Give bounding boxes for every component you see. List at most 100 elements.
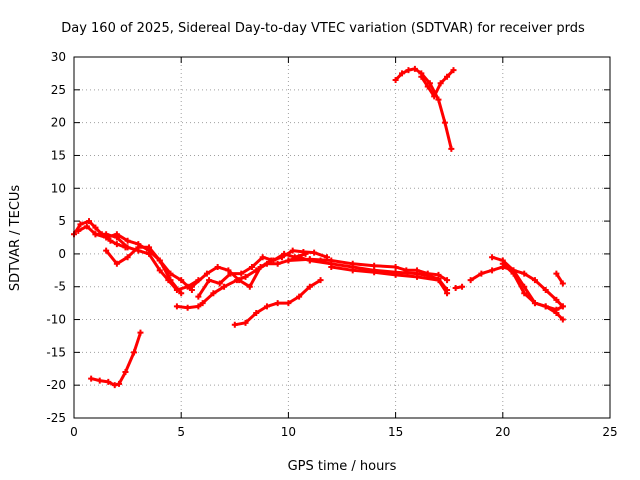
data-point-marker xyxy=(124,237,131,244)
series-s5 xyxy=(88,329,144,389)
data-point-marker xyxy=(203,270,210,277)
y-tick-label: -5 xyxy=(54,280,66,294)
data-point-marker xyxy=(122,369,129,376)
data-point-marker xyxy=(199,300,206,307)
data-point-marker xyxy=(317,277,324,284)
data-point-marker xyxy=(431,93,438,100)
data-point-marker xyxy=(263,303,270,310)
data-point-marker xyxy=(392,271,399,278)
data-point-marker xyxy=(210,290,217,297)
data-point-marker xyxy=(559,280,566,287)
x-tick-label: 25 xyxy=(602,425,617,439)
data-point-marker xyxy=(242,319,249,326)
data-point-marker xyxy=(278,254,285,261)
data-point-marker xyxy=(296,293,303,300)
data-point-marker xyxy=(553,309,560,316)
series-s13 xyxy=(392,65,455,152)
data-point-marker xyxy=(452,285,459,292)
data-point-marker xyxy=(216,280,223,287)
data-point-marker xyxy=(467,277,474,284)
data-point-marker xyxy=(444,277,451,284)
data-point-marker xyxy=(92,224,99,231)
series-line xyxy=(501,262,565,321)
data-point-marker xyxy=(178,277,185,284)
data-point-marker xyxy=(450,67,457,74)
data-point-marker xyxy=(306,257,313,264)
y-tick-label: -25 xyxy=(46,411,66,425)
data-point-marker xyxy=(424,83,431,90)
x-tick-label: 20 xyxy=(495,425,510,439)
data-point-marker xyxy=(444,290,451,297)
y-tick-label: 5 xyxy=(58,214,66,228)
data-point-marker xyxy=(116,380,123,387)
data-point-marker xyxy=(135,244,142,251)
data-point-marker xyxy=(88,375,95,382)
data-point-marker xyxy=(184,304,191,311)
chart-title: Day 160 of 2025, Sidereal Day-to-day VTE… xyxy=(61,21,585,36)
data-point-marker xyxy=(124,254,131,261)
data-point-marker xyxy=(137,329,144,336)
series-s19 xyxy=(553,270,566,287)
data-point-marker xyxy=(285,257,292,264)
data-point-marker xyxy=(156,257,163,264)
data-point-marker xyxy=(531,300,538,307)
y-tick-label: -15 xyxy=(46,345,66,359)
data-point-marker xyxy=(435,96,442,103)
data-point-marker xyxy=(459,283,466,290)
data-point-marker xyxy=(418,73,425,80)
data-point-marker xyxy=(435,277,442,284)
y-tick-label: -20 xyxy=(46,378,66,392)
data-point-marker xyxy=(311,249,318,256)
data-point-marker xyxy=(392,76,399,83)
data-point-marker xyxy=(489,267,496,274)
data-point-marker xyxy=(437,80,444,87)
series-line xyxy=(554,272,565,285)
data-point-marker xyxy=(542,287,549,294)
data-point-marker xyxy=(167,277,174,284)
data-point-marker xyxy=(206,277,213,284)
data-point-marker xyxy=(103,234,110,241)
data-point-marker xyxy=(259,254,266,261)
data-point-marker xyxy=(113,260,120,267)
data-point-marker xyxy=(489,254,496,261)
series-line xyxy=(89,331,142,387)
y-tick-label: 15 xyxy=(51,148,66,162)
data-point-marker xyxy=(328,264,335,271)
data-point-marker xyxy=(349,267,356,274)
data-point-marker xyxy=(111,382,118,389)
series-s12 xyxy=(328,264,451,297)
data-point-marker xyxy=(441,119,448,126)
series-line xyxy=(104,245,183,295)
tick-labels: 0 5 10 15 20 25 -25 -20 -15 -10 -5 0 5 10 15 20 25 30 xyxy=(46,50,617,439)
data-point-marker xyxy=(274,260,281,267)
data-point-marker xyxy=(83,223,90,230)
data-point-marker xyxy=(124,244,131,251)
grid xyxy=(73,56,611,419)
data-point-marker xyxy=(521,290,528,297)
series-s8 xyxy=(188,247,330,290)
data-point-marker xyxy=(214,264,221,271)
data-point-marker xyxy=(195,293,202,300)
data-point-marker xyxy=(478,270,485,277)
data-point-marker xyxy=(242,273,249,280)
data-point-marker xyxy=(414,273,421,280)
plot-frame xyxy=(73,56,611,419)
data-point-marker xyxy=(510,270,517,277)
data-point-marker xyxy=(268,257,275,264)
data-point-marker xyxy=(131,349,138,356)
data-point-marker xyxy=(553,296,560,303)
data-point-marker xyxy=(113,241,120,248)
data-point-marker xyxy=(178,290,185,297)
data-point-marker xyxy=(274,300,281,307)
data-point-marker xyxy=(371,269,378,276)
y-tick-label: 20 xyxy=(51,116,66,130)
data-point-marker xyxy=(285,300,292,307)
data-point-marker xyxy=(392,264,399,271)
data-point-marker xyxy=(225,267,232,274)
data-point-marker xyxy=(75,227,82,234)
series-s4 xyxy=(103,244,185,297)
data-point-marker xyxy=(238,270,245,277)
series-s14 xyxy=(418,67,457,100)
data-point-marker xyxy=(246,283,253,290)
data-point-marker xyxy=(77,221,84,228)
